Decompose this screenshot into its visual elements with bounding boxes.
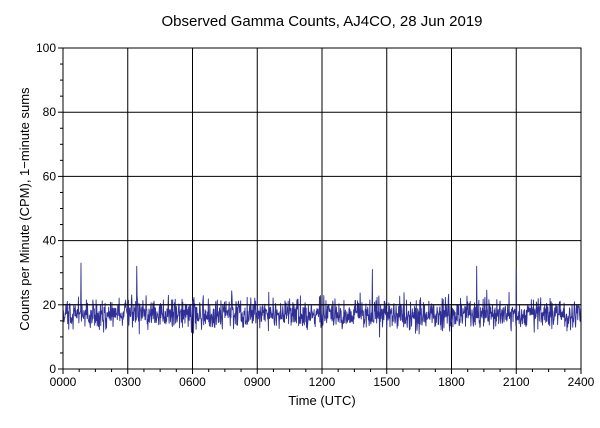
x-tick-label: 0000 — [50, 375, 77, 389]
gamma-counts-line — [62, 262, 582, 338]
y-tick-label: 60 — [43, 169, 57, 183]
x-axis-label: Time (UTC) — [288, 393, 355, 408]
y-tick-label: 100 — [36, 41, 56, 55]
x-tick-label: 1200 — [309, 375, 336, 389]
x-tick-label: 0900 — [244, 375, 271, 389]
y-tick-label: 80 — [43, 105, 57, 119]
series-layer — [62, 262, 582, 338]
chart-title: Observed Gamma Counts, AJ4CO, 28 Jun 201… — [162, 13, 483, 30]
x-tick-label: 0600 — [179, 375, 206, 389]
x-tick-label: 1500 — [373, 375, 400, 389]
y-tick-label: 40 — [43, 234, 57, 248]
y-axis-label: Counts per Minute (CPM), 1−minute sums — [17, 87, 32, 331]
y-tick-label: 0 — [49, 362, 56, 376]
x-tick-label: 0300 — [114, 375, 141, 389]
x-tick-label: 2100 — [503, 375, 530, 389]
x-tick-label: 2400 — [568, 375, 595, 389]
x-axis: 0000 0300 0600 0900 1200 1500 1800 2100 2400 — [50, 369, 595, 389]
y-axis: 0 20 40 60 80 100 — [36, 41, 63, 376]
x-tick-label: 1800 — [438, 375, 465, 389]
y-tick-label: 20 — [43, 298, 57, 312]
